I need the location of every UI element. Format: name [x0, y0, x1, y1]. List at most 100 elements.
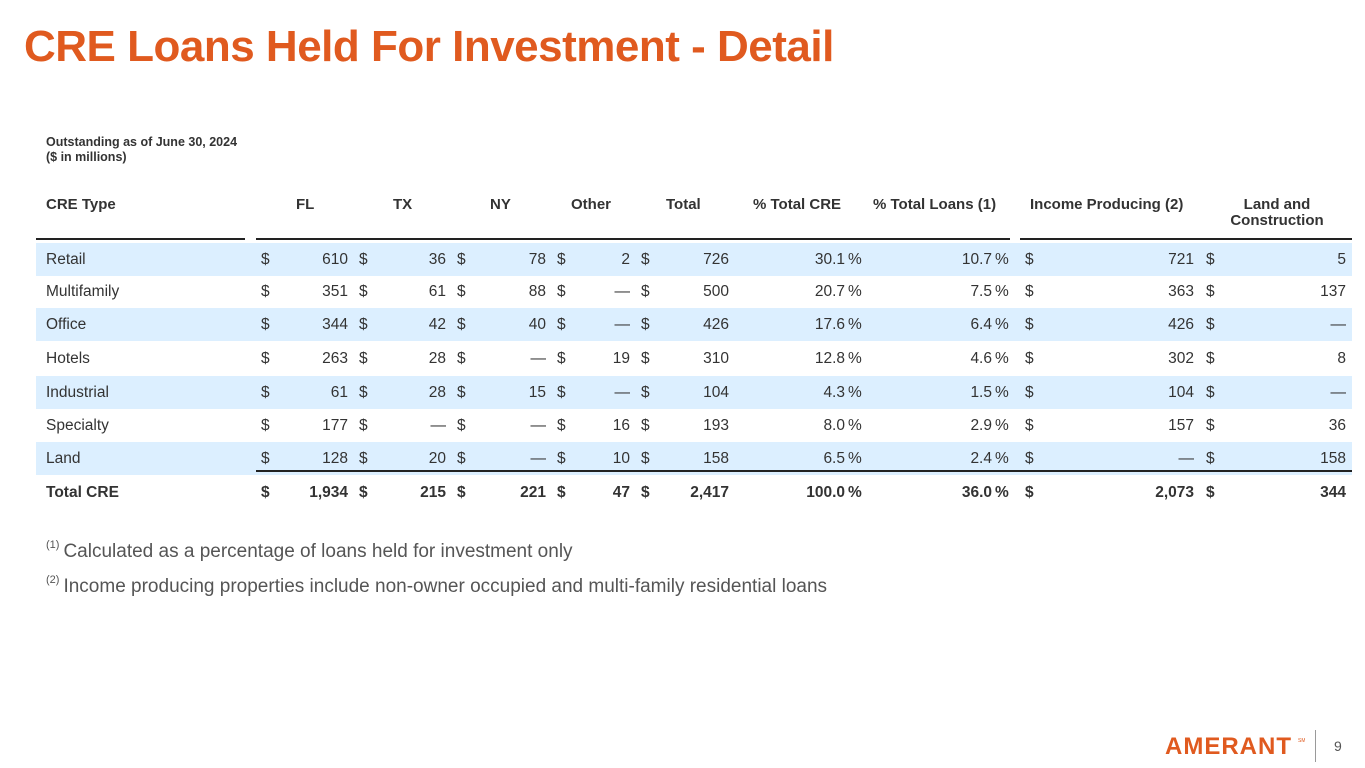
cell-pct-cre: 100.0	[806, 484, 845, 501]
logo-wordmark: AMERANT	[1165, 733, 1292, 757]
cell-tx: 36	[428, 251, 446, 268]
currency-symbol: $	[1206, 251, 1215, 268]
currency-symbol: $	[261, 316, 270, 333]
cell-type: Hotels	[46, 350, 90, 367]
percent-symbol: %	[995, 384, 1009, 401]
footnote-2-text: Income producing properties include non-…	[63, 576, 828, 597]
cell-total: 500	[703, 283, 729, 300]
currency-symbol: $	[359, 350, 368, 367]
page-title: CRE Loans Held For Investment - Detail	[24, 22, 834, 71]
currency-symbol: $	[1206, 484, 1215, 501]
currency-symbol: $	[557, 350, 566, 367]
cell-pct-loans: 2.4	[970, 450, 992, 467]
table-row: Hotels $263 $28 $ — $19 $310 12.8% 4.6% $302 $8	[36, 342, 1352, 375]
cell-tx: 42	[428, 316, 446, 333]
currency-symbol: $	[457, 283, 466, 300]
cell-total: 426	[703, 316, 729, 333]
total-row: Total CRE $1,934 $215 $221 $47 $2,417 100.0% 36…	[36, 476, 1352, 509]
cell-income: 104	[1168, 384, 1194, 401]
cell-type: Multifamily	[46, 283, 120, 300]
cell-other: 16	[612, 417, 630, 434]
currency-symbol: $	[1025, 417, 1034, 434]
currency-symbol: $	[1025, 450, 1034, 467]
cell-pct-loans: 10.7	[961, 251, 992, 268]
cell-fl: 128	[322, 450, 348, 467]
cell-tx: 215	[420, 484, 446, 501]
cell-tx: 20	[428, 450, 446, 467]
currency-symbol: $	[457, 350, 466, 367]
cell-income: 721	[1168, 251, 1194, 268]
amerant-logo-mark: AMERANT SM	[1165, 733, 1306, 760]
currency-symbol: $	[457, 316, 466, 333]
currency-symbol: $	[1206, 283, 1215, 300]
currency-symbol: $	[1025, 283, 1034, 300]
cell-fl: 610	[322, 251, 348, 268]
percent-symbol: %	[995, 450, 1009, 467]
currency-symbol: $	[359, 251, 368, 268]
currency-symbol: $	[457, 450, 466, 467]
currency-symbol: $	[261, 417, 270, 434]
percent-symbol: %	[848, 484, 862, 501]
header-tx: TX	[393, 196, 413, 213]
currency-symbol: $	[641, 384, 650, 401]
cell-land: 158	[1320, 450, 1346, 467]
currency-symbol: $	[1025, 384, 1034, 401]
currency-symbol: $	[261, 450, 270, 467]
cell-income: 426	[1168, 316, 1194, 333]
cell-other: 2	[621, 251, 630, 268]
cell-other: —	[614, 283, 631, 300]
table-row: Retail $610 $36 $78 $2 $726 30.1% 10.7% $721 $5	[36, 243, 1352, 276]
cell-pct-loans: 4.6	[970, 350, 992, 367]
cell-ny: 88	[528, 283, 546, 300]
cell-type: Specialty	[46, 417, 109, 434]
cell-type: Industrial	[46, 384, 109, 401]
amerant-logo: AMERANT SM	[1165, 733, 1306, 762]
currency-symbol: $	[557, 450, 566, 467]
currency-symbol: $	[359, 484, 368, 501]
percent-symbol: %	[995, 283, 1009, 300]
footnote-2: (2) Income producing properties include n…	[46, 574, 828, 598]
currency-symbol: $	[359, 417, 368, 434]
cell-total: 2,417	[690, 484, 729, 501]
cell-land: 8	[1337, 350, 1346, 367]
table-row: Multifamily $351 $61 $88 $ — $500 20.7% 7.5% $363…	[36, 275, 1352, 308]
currency-symbol: $	[359, 316, 368, 333]
percent-symbol: %	[995, 251, 1009, 268]
as-of-date: Outstanding as of June 30, 2024	[46, 135, 238, 149]
cell-land: 36	[1328, 417, 1346, 434]
percent-symbol: %	[848, 283, 862, 300]
currency-symbol: $	[457, 417, 466, 434]
cell-land: 5	[1337, 251, 1346, 268]
cell-ny: 221	[520, 484, 546, 501]
currency-symbol: $	[1025, 316, 1034, 333]
cell-pct-loans: 6.4	[970, 316, 992, 333]
currency-symbol: $	[641, 316, 650, 333]
header-total: Total	[666, 196, 701, 213]
currency-symbol: $	[1206, 450, 1215, 467]
units-note: ($ in millions)	[46, 150, 127, 164]
cell-other: 47	[612, 484, 630, 501]
percent-symbol: %	[995, 484, 1009, 501]
header-ny: NY	[490, 196, 511, 213]
cell-pct-loans: 7.5	[970, 283, 992, 300]
cell-fl: 344	[322, 316, 348, 333]
cell-fl: 351	[322, 283, 348, 300]
currency-symbol: $	[641, 450, 650, 467]
cell-land: —	[1330, 384, 1347, 401]
cell-tx: 61	[428, 283, 446, 300]
currency-symbol: $	[359, 450, 368, 467]
cell-pct-cre: 6.5	[823, 450, 845, 467]
cell-ny: 15	[528, 384, 546, 401]
currency-symbol: $	[1206, 350, 1215, 367]
currency-symbol: $	[641, 417, 650, 434]
header-land-line2: Construction	[1230, 212, 1324, 229]
currency-symbol: $	[557, 417, 566, 434]
header-cre-type: CRE Type	[46, 196, 116, 213]
total-rule	[256, 470, 1352, 472]
cell-ny: —	[530, 450, 547, 467]
cell-type: Total CRE	[46, 484, 119, 501]
footnote-2-mark: (2)	[46, 574, 60, 586]
cell-fl: 177	[322, 417, 348, 434]
cell-tx: —	[430, 417, 447, 434]
percent-symbol: %	[848, 251, 862, 268]
